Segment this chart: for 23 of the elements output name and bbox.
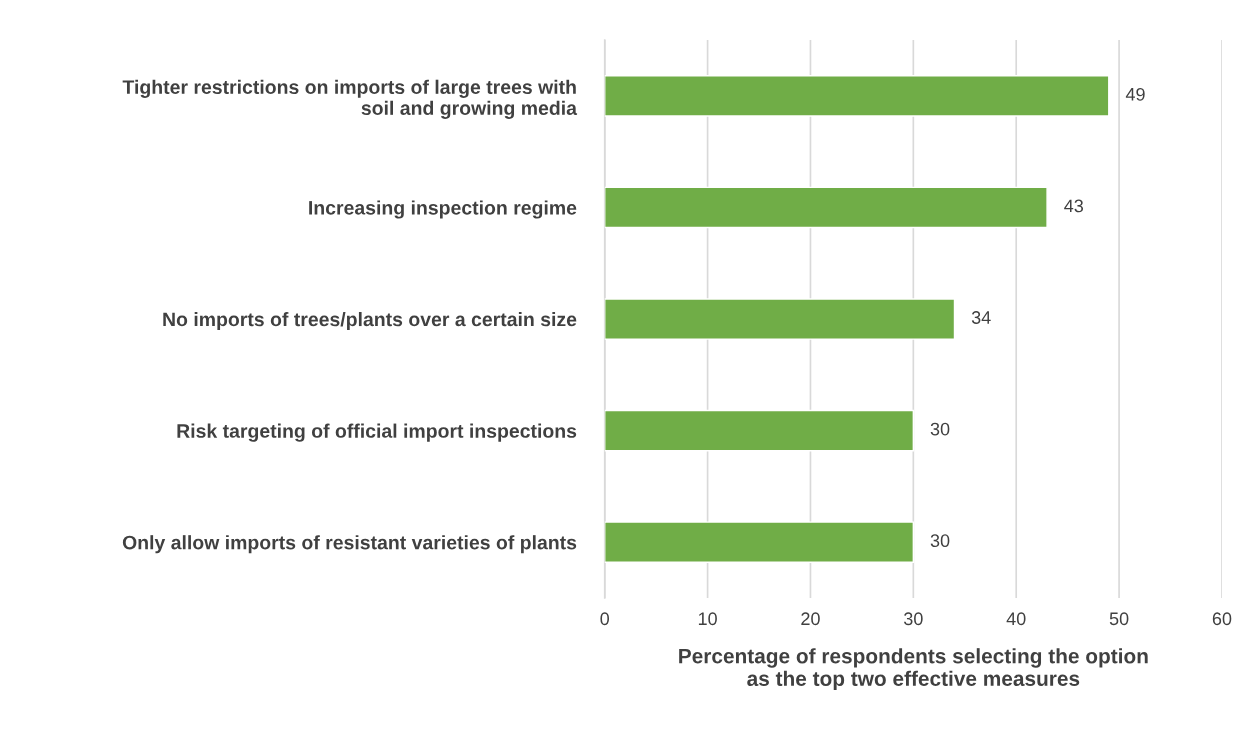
x-tick-label: 10 <box>698 612 717 626</box>
x-tick-label: 50 <box>1109 612 1129 626</box>
bar <box>604 409 915 452</box>
x-tick-label: 0 <box>600 612 610 626</box>
x-tick-label: 20 <box>801 612 820 626</box>
y-tick-label: Increasing inspection regime <box>309 200 577 219</box>
x-tick-label: 60 <box>1212 612 1232 626</box>
data-label: 30 <box>930 422 950 436</box>
x-axis-title: Percentage of respondents selecting the option as the top two effective measures <box>679 648 1148 691</box>
data-label: 30 <box>930 534 950 548</box>
bar <box>604 186 1048 229</box>
y-tick-label: Tighter restrictions on imports of large trees with soil and growing media <box>122 79 578 119</box>
bar <box>604 298 956 340</box>
bar <box>604 75 1110 117</box>
y-tick-label: Only allow imports of resistant varieties of plants <box>122 535 577 554</box>
y-tick-label: No imports of trees/plants over a certain size <box>163 311 577 331</box>
x-tick-label: 30 <box>903 612 923 626</box>
data-label: 43 <box>1064 199 1084 213</box>
data-label: 34 <box>971 311 991 324</box>
bar <box>604 521 915 563</box>
y-tick-label: Risk targeting of official import inspections <box>177 423 577 442</box>
data-label: 49 <box>1125 87 1145 101</box>
x-tick-label: 40 <box>1006 612 1026 626</box>
